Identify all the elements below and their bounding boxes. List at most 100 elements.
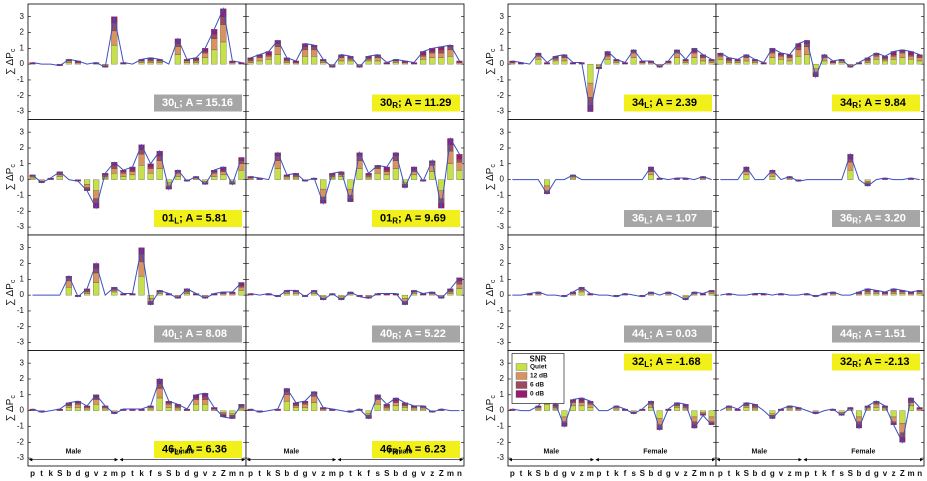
bar-segment xyxy=(129,169,136,172)
x-tick-label: z xyxy=(892,469,896,478)
y-axis-label: ∑ ΔPc xyxy=(485,48,497,75)
bar-segment xyxy=(374,168,381,174)
bar-segment xyxy=(147,59,154,62)
bar-segment xyxy=(120,173,127,177)
bar-segment xyxy=(717,56,724,60)
x-tick-label: z xyxy=(103,469,107,478)
x-tick-label: S xyxy=(848,469,854,478)
x-tick-label: f xyxy=(832,469,835,478)
bar-segment xyxy=(864,60,871,63)
bar-segment xyxy=(174,46,181,55)
annotation-ear: L xyxy=(174,332,179,341)
annotation: 36R; A = 3.20 xyxy=(840,212,906,225)
total-line xyxy=(720,288,920,298)
bar-segment xyxy=(365,177,372,180)
y-axis-label-main: ∑ ΔP xyxy=(485,283,496,306)
bar-segment xyxy=(401,62,409,65)
bar-segment xyxy=(138,275,145,296)
bar-segment xyxy=(156,160,163,169)
annotation-speaker: 30 xyxy=(380,97,392,109)
bar-segment xyxy=(429,51,436,54)
bar-segment xyxy=(795,49,802,57)
annotation: 30R; A = 11.29 xyxy=(380,97,451,110)
x-tick-label: v xyxy=(203,469,208,478)
bar-segment xyxy=(447,293,454,296)
annotation: 44L; A = 0.03 xyxy=(632,328,697,341)
group-label: Male xyxy=(66,449,82,456)
bar-segment xyxy=(769,52,776,58)
y-tick-label: 2 xyxy=(500,374,505,383)
bar-segment xyxy=(743,407,750,411)
bar-segment xyxy=(674,405,680,408)
total-line xyxy=(32,247,242,306)
x-tick-label: t xyxy=(606,469,609,478)
annotation-box xyxy=(624,353,712,371)
annotation-ear: L xyxy=(644,101,649,110)
bar-segment xyxy=(873,407,880,411)
y-axis-label-main: ∑ ΔP xyxy=(5,52,16,75)
bar-segment xyxy=(535,408,542,411)
bar-segment xyxy=(456,283,463,289)
legend-swatch xyxy=(515,381,528,389)
bar-segment xyxy=(420,54,427,57)
x-tick-label: g xyxy=(412,469,417,478)
bar-segment xyxy=(220,412,227,414)
bar-segment xyxy=(65,407,72,411)
bar-segment xyxy=(365,60,372,65)
bar-segment xyxy=(147,173,154,180)
bar-segment xyxy=(74,402,82,405)
bar-segment xyxy=(717,59,724,65)
bar-segment xyxy=(587,407,594,411)
bar-segment xyxy=(700,60,706,65)
x-tick-label: z xyxy=(580,469,584,478)
annotation-speaker: 46 xyxy=(380,443,392,455)
annotation-box xyxy=(624,325,712,343)
bar-segment xyxy=(916,56,923,58)
bar-segment xyxy=(821,60,828,65)
y-tick-label: -2 xyxy=(17,206,25,215)
bar-segment xyxy=(700,56,706,58)
y-tick-label: -3 xyxy=(17,453,25,462)
bar-segment xyxy=(743,56,750,58)
annotation-text: ; A = 9.69 xyxy=(398,212,446,224)
bar-segment xyxy=(338,294,345,297)
bar-segment xyxy=(899,52,906,58)
y-tick-label: 3 xyxy=(500,12,505,21)
bar-segment xyxy=(456,154,463,160)
annotation-box xyxy=(154,441,242,458)
bar-segment xyxy=(708,59,715,62)
y-tick-label: -1 xyxy=(17,191,25,200)
bar-segment xyxy=(908,56,914,60)
bar-segment xyxy=(786,177,793,180)
x-tick-label: z xyxy=(788,469,792,478)
x-tick-label: z xyxy=(430,469,434,478)
annotation: 34L; A = 2.39 xyxy=(632,97,697,110)
y-tick-label: 2 xyxy=(20,259,25,268)
bar-segment xyxy=(147,166,154,169)
bar-segment xyxy=(456,158,463,163)
x-tick-label: m xyxy=(447,469,454,478)
annotation-speaker: 44 xyxy=(632,328,645,340)
bar-segment xyxy=(812,410,819,413)
annotation-ear: R xyxy=(392,101,398,110)
bar-segment xyxy=(274,46,281,55)
bar-segment xyxy=(156,388,163,399)
bar-segment xyxy=(778,59,784,65)
legend-label: 12 dB xyxy=(530,373,548,380)
bar-segment xyxy=(916,408,923,411)
bar-segment xyxy=(74,62,82,65)
bar-segment xyxy=(578,291,585,296)
y-tick-label: -1 xyxy=(497,75,505,84)
bar-segment xyxy=(338,173,345,176)
bar-segment xyxy=(873,402,880,405)
bar-segment xyxy=(830,62,836,65)
bar-segment xyxy=(570,177,576,180)
annotation-speaker: 32 xyxy=(840,356,852,368)
annotation-box xyxy=(154,325,242,343)
bar-segment xyxy=(873,54,880,57)
bar-segment xyxy=(916,54,923,57)
annotation: 32R; A = -2.13 xyxy=(840,356,910,369)
y-tick-label: -3 xyxy=(17,338,25,347)
x-tick-label: f xyxy=(367,469,370,478)
y-tick-label: -1 xyxy=(497,422,505,431)
